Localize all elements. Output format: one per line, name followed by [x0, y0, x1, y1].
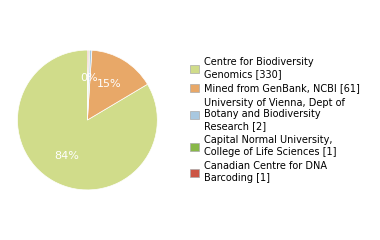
Wedge shape — [87, 50, 89, 120]
Text: 15%: 15% — [97, 79, 122, 89]
Wedge shape — [17, 50, 157, 190]
Wedge shape — [87, 50, 147, 120]
Legend: Centre for Biodiversity
Genomics [330], Mined from GenBank, NCBI [61], Universit: Centre for Biodiversity Genomics [330], … — [188, 55, 362, 185]
Text: 0%: 0% — [81, 73, 98, 83]
Wedge shape — [87, 50, 90, 120]
Wedge shape — [87, 50, 92, 120]
Text: 84%: 84% — [54, 151, 79, 162]
